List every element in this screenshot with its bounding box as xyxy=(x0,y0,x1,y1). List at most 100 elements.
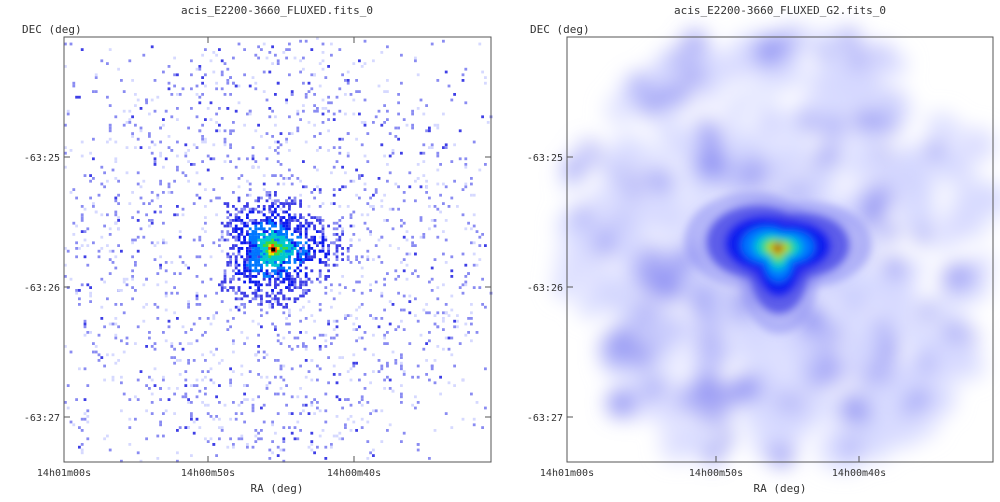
source-pixel xyxy=(274,277,277,281)
noise-pixel xyxy=(108,129,112,133)
source-pixel xyxy=(234,272,238,275)
source-pixel xyxy=(237,247,241,250)
noise-pixel xyxy=(338,146,342,149)
noise-pixel xyxy=(215,291,218,295)
noise-pixel xyxy=(363,123,367,127)
noise-pixel xyxy=(327,101,330,105)
noise-pixel xyxy=(181,325,185,329)
source-pixel xyxy=(288,286,291,289)
noise-pixel xyxy=(355,308,358,312)
left-x-tick-label: 14h01m00s xyxy=(37,468,91,479)
source-pixel xyxy=(282,277,286,281)
noise-pixel xyxy=(198,129,202,133)
source-pixel xyxy=(274,255,277,259)
noise-pixel xyxy=(248,84,252,88)
source-pixel xyxy=(290,238,294,242)
source-pixel xyxy=(293,258,297,261)
source-pixel xyxy=(251,238,255,242)
noise-pixel xyxy=(187,160,190,163)
noise-pixel xyxy=(139,185,143,189)
source-pixel xyxy=(341,247,344,250)
noise-pixel xyxy=(190,417,193,421)
noise-pixel xyxy=(226,79,230,82)
noise-pixel xyxy=(106,353,109,357)
noise-pixel xyxy=(428,129,431,133)
source-pixel xyxy=(288,213,291,217)
noise-pixel xyxy=(310,359,314,362)
noise-pixel xyxy=(428,331,431,334)
noise-pixel xyxy=(464,101,468,105)
halo-blob xyxy=(965,273,992,300)
noise-pixel xyxy=(173,412,176,415)
noise-pixel xyxy=(430,367,434,371)
noise-pixel xyxy=(86,263,90,267)
noise-pixel xyxy=(243,48,246,51)
noise-pixel xyxy=(122,90,126,93)
noise-pixel xyxy=(279,174,283,177)
source-pixel xyxy=(248,210,252,214)
source-pixel xyxy=(307,255,311,259)
noise-pixel xyxy=(310,431,314,435)
source-pixel xyxy=(240,219,244,222)
noise-pixel xyxy=(262,356,266,359)
source-pixel xyxy=(251,230,255,233)
noise-pixel xyxy=(439,163,442,166)
noise-pixel xyxy=(156,283,160,287)
noise-pixel xyxy=(248,188,252,191)
halo-blob xyxy=(819,144,839,164)
noise-pixel xyxy=(402,235,406,239)
noise-pixel xyxy=(338,373,342,376)
halo-blob xyxy=(717,428,736,447)
source-pixel xyxy=(248,255,252,259)
noise-pixel xyxy=(346,132,350,135)
source-pixel xyxy=(268,280,272,284)
noise-pixel xyxy=(296,336,300,340)
source-pixel xyxy=(243,258,246,261)
noise-pixel xyxy=(120,375,123,379)
source-pixel xyxy=(282,280,286,284)
source-pixel xyxy=(265,291,269,295)
source-pixel xyxy=(279,238,283,242)
noise-pixel xyxy=(372,205,375,208)
noise-pixel xyxy=(80,429,84,432)
noise-pixel xyxy=(444,412,448,415)
noise-pixel xyxy=(114,140,118,144)
source-pixel xyxy=(260,238,263,242)
source-pixel xyxy=(302,283,305,287)
source-pixel xyxy=(268,247,272,250)
halo-blob xyxy=(941,322,962,343)
source-pixel xyxy=(299,216,302,219)
source-pixel xyxy=(254,252,258,256)
source-pixel xyxy=(248,272,252,275)
noise-pixel xyxy=(313,451,316,455)
source-pixel xyxy=(268,233,272,236)
noise-pixel xyxy=(461,283,465,287)
noise-pixel xyxy=(302,185,305,189)
source-pixel xyxy=(288,283,291,287)
source-pixel xyxy=(288,207,291,211)
halo-blob xyxy=(619,193,650,224)
halo-blob xyxy=(651,392,687,428)
noise-pixel xyxy=(279,367,283,371)
source-pixel xyxy=(288,202,291,205)
noise-pixel xyxy=(148,387,151,390)
noise-pixel xyxy=(114,177,118,180)
source-pixel xyxy=(262,261,266,264)
noise-pixel xyxy=(164,109,168,113)
noise-pixel xyxy=(313,123,316,127)
source-pixel xyxy=(274,210,277,214)
noise-pixel xyxy=(69,350,73,354)
noise-pixel xyxy=(355,168,358,172)
noise-pixel xyxy=(164,339,168,343)
noise-pixel xyxy=(299,387,302,390)
source-pixel xyxy=(268,252,272,256)
noise-pixel xyxy=(64,401,67,404)
noise-pixel xyxy=(442,319,445,323)
source-pixel xyxy=(313,255,316,259)
noise-pixel xyxy=(142,319,146,323)
source-pixel xyxy=(282,294,286,298)
noise-pixel xyxy=(83,398,87,401)
noise-pixel xyxy=(436,151,440,155)
source-pixel xyxy=(251,233,255,236)
